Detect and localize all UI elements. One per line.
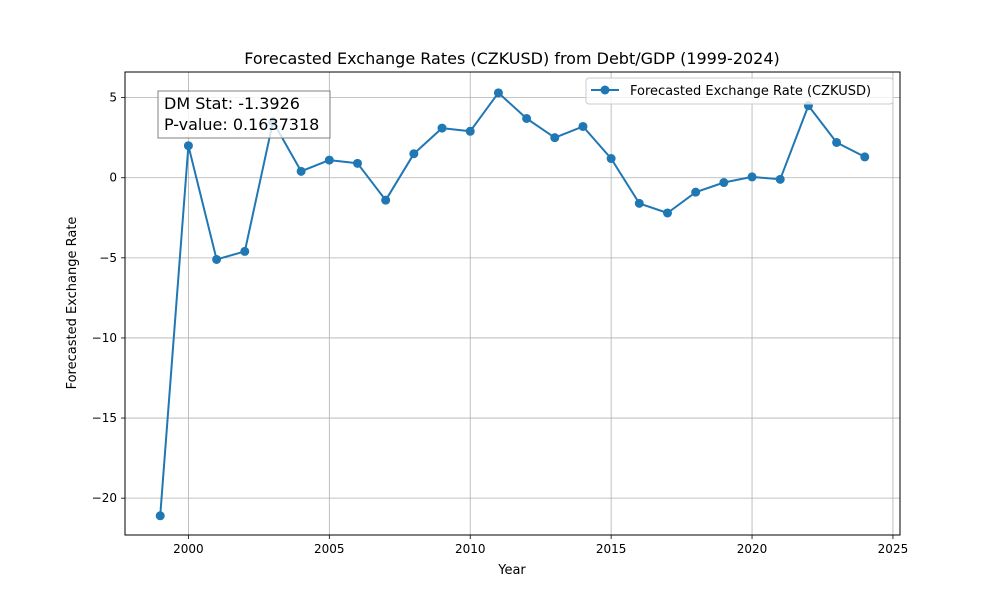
annotation-frame: [157, 90, 331, 139]
data-point: [860, 152, 870, 162]
data-point: [437, 123, 447, 133]
data-point: [691, 187, 701, 197]
data-point: [353, 158, 362, 168]
y-tick-label: 0: [109, 171, 117, 185]
legend: Forecasted Exchange Rate (CZKUSD): [585, 77, 894, 105]
legend-frame: [585, 77, 894, 105]
p-value-text: P-value: 0.1637318: [164, 115, 319, 134]
data-point: [578, 121, 588, 131]
chart-title: Forecasted Exchange Rates (CZKUSD) from …: [244, 49, 780, 68]
legend-marker-swatch: [600, 85, 610, 95]
x-tick-label: 2015: [596, 542, 627, 556]
data-point: [155, 511, 165, 521]
y-tick-label: −10: [92, 331, 117, 345]
y-axis-label: Forecasted Exchange Rate: [65, 217, 80, 390]
data-point: [324, 155, 334, 165]
x-tick-label: 2020: [737, 542, 768, 556]
dm-stat-text: DM Stat: -1.3926: [164, 94, 300, 113]
x-tick-label: 2000: [173, 542, 204, 556]
x-tick-label: 2025: [878, 542, 909, 556]
data-point: [522, 113, 532, 123]
data-point: [183, 141, 193, 151]
data-point: [381, 195, 391, 205]
data-point: [240, 246, 250, 256]
x-tick-label: 2010: [455, 542, 486, 556]
data-point: [832, 137, 842, 147]
data-point: [550, 133, 560, 143]
data-point: [747, 172, 757, 182]
data-point: [663, 208, 672, 218]
y-tick-label: −5: [99, 251, 117, 265]
y-tick-label: −20: [92, 491, 117, 505]
y-tick-label: 5: [109, 91, 117, 105]
y-tick-label: −15: [92, 411, 117, 425]
x-tick-label: 2005: [314, 542, 345, 556]
data-point: [634, 198, 644, 208]
annotation-box: DM Stat: -1.3926 P-value: 0.1637318: [157, 90, 331, 139]
axis-ticks: 2000 2005 2010 2015 2020 2025 −20 −15 −10 −5 0 5: [92, 91, 909, 556]
x-axis-label: Year: [497, 563, 526, 578]
data-point: [493, 88, 503, 98]
data-point: [212, 254, 222, 264]
data-point: [719, 178, 729, 188]
data-point: [775, 174, 785, 184]
plot-frame: [124, 71, 901, 536]
data-point: [465, 126, 475, 136]
data-point: [296, 166, 306, 176]
legend-entry-label: Forecasted Exchange Rate (CZKUSD): [630, 84, 871, 99]
data-point: [606, 154, 616, 164]
data-point: [409, 149, 419, 159]
